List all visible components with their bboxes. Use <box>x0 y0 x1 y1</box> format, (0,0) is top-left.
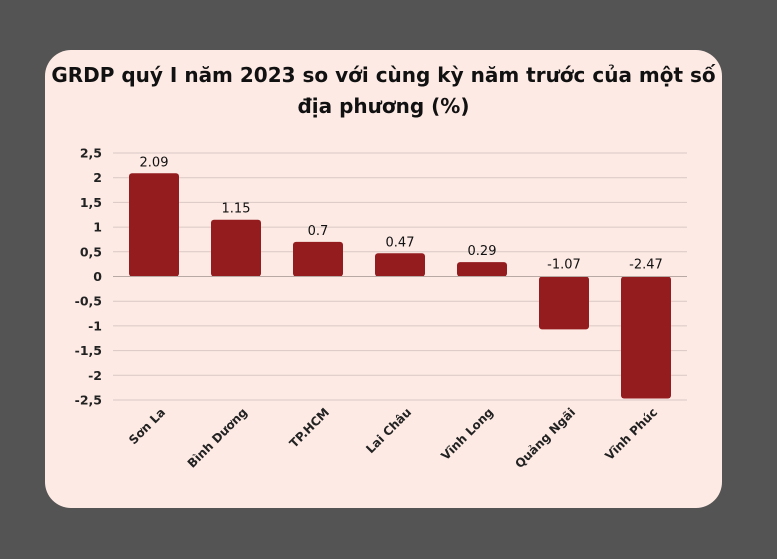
x-tick-label: TP.HCM <box>287 405 332 450</box>
y-tick-label: -2 <box>88 368 102 383</box>
bar <box>621 276 671 399</box>
bar <box>211 219 261 277</box>
y-tick-label: -2,5 <box>75 393 102 408</box>
x-tick-label: Sơn La <box>126 405 168 447</box>
bar <box>293 241 343 277</box>
bar <box>375 253 425 277</box>
y-tick-label: 1 <box>93 220 102 235</box>
y-tick-label: 0,5 <box>80 244 102 259</box>
data-label: 2.09 <box>140 155 169 170</box>
chart-card <box>45 50 722 508</box>
bar <box>129 173 179 277</box>
data-label: 0.7 <box>308 224 329 239</box>
bar <box>539 276 589 330</box>
x-tick-label: Vĩnh Long <box>438 405 496 463</box>
y-tick-label: 1,5 <box>80 195 102 210</box>
y-tick-label: 2 <box>93 170 102 185</box>
y-tick-label: -1,5 <box>75 343 102 358</box>
x-tick-label: Vĩnh Phúc <box>602 405 660 463</box>
data-label: -2.47 <box>629 258 663 273</box>
data-label: -1.07 <box>547 258 581 273</box>
data-label: 0.47 <box>386 235 415 250</box>
y-tick-label: -1 <box>88 318 102 333</box>
chart-title: GRDP quý I năm 2023 so với cùng kỳ năm t… <box>51 63 716 118</box>
y-tick-label: 2,5 <box>80 146 102 161</box>
y-tick-label: 0 <box>93 269 102 284</box>
y-tick-label: -0,5 <box>75 294 102 309</box>
x-tick-label: Quảng Ngãi <box>512 405 578 471</box>
data-label: 0.29 <box>468 244 497 259</box>
x-tick-label: Lai Châu <box>363 405 414 456</box>
x-tick-label: Bình Dương <box>185 405 250 470</box>
data-label: 1.15 <box>222 202 251 217</box>
bar <box>457 262 507 277</box>
